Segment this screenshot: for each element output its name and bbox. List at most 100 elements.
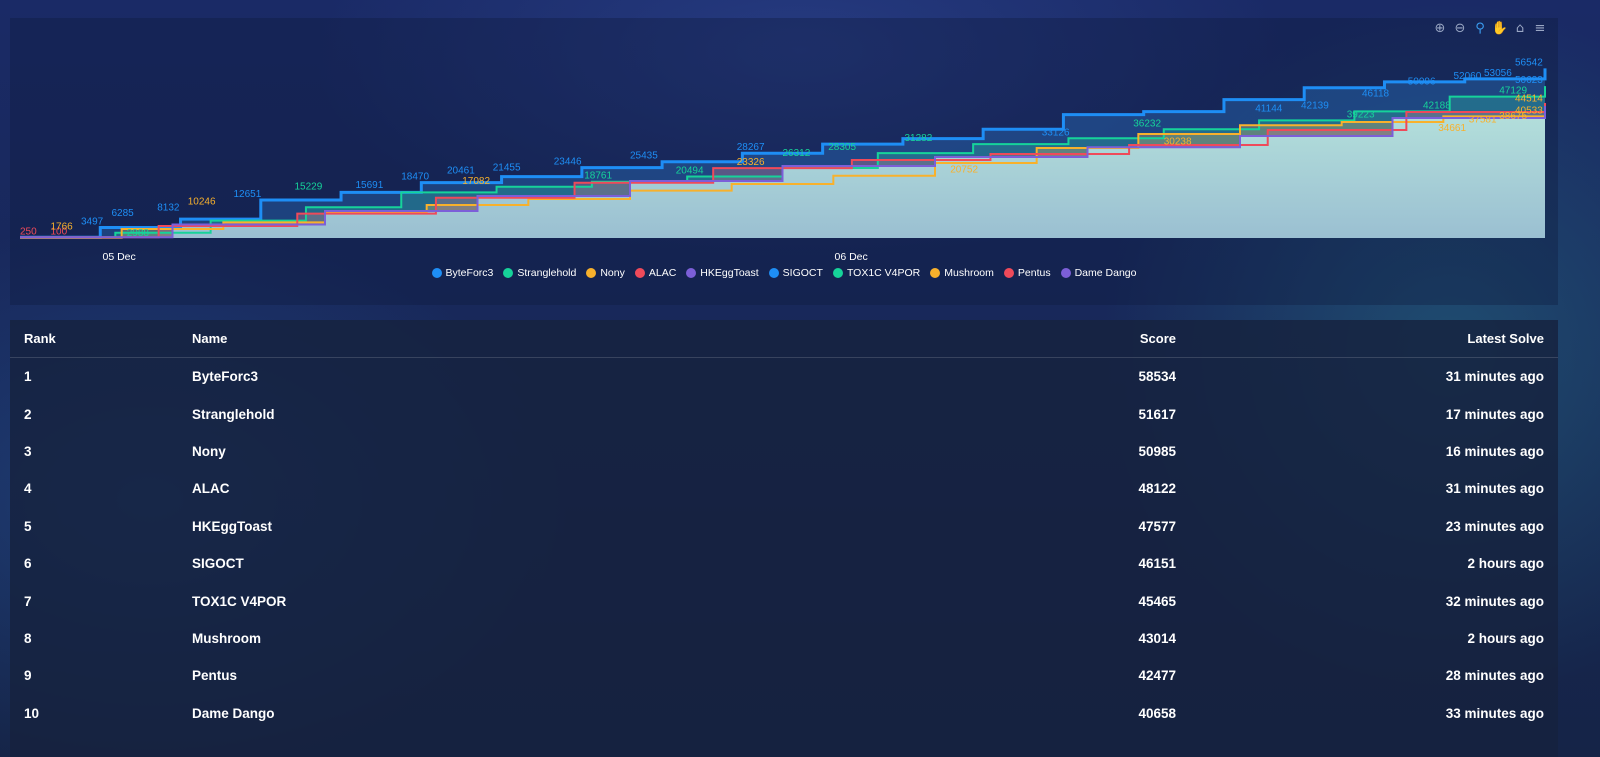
table-row[interactable]: 6 SIGOCT 46151 2 hours ago <box>10 545 1558 582</box>
legend-item[interactable]: SIGOCT <box>768 267 823 279</box>
series-line[interactable] <box>20 103 1546 239</box>
score-cell: 48122 <box>1138 481 1176 497</box>
legend-item[interactable]: Nony <box>586 267 625 279</box>
data-label: 38675 <box>1499 111 1527 122</box>
team-name-cell[interactable]: ALAC <box>192 481 230 497</box>
legend-label: HKEggToast <box>700 267 759 279</box>
rank-cell: 6 <box>24 556 32 572</box>
data-label: 10246 <box>188 196 216 207</box>
chart-legend: ByteForc3 Stranglehold Nony ALAC HKEggToast S… <box>10 267 1558 279</box>
table-row[interactable]: 4 ALAC 48122 31 minutes ago <box>10 470 1558 507</box>
team-name-cell[interactable]: HKEggToast <box>192 518 272 534</box>
data-label: 15691 <box>356 180 384 191</box>
data-label: 1766 <box>51 222 74 233</box>
team-name-cell[interactable]: SIGOCT <box>192 556 244 572</box>
table-row[interactable]: 9 Pentus 42477 28 minutes ago <box>10 657 1558 694</box>
zoom-in-icon[interactable]: ⊕ <box>1434 20 1446 36</box>
data-label: 41144 <box>1255 104 1283 115</box>
legend-marker-icon <box>1060 268 1071 278</box>
legend-label: Pentus <box>1017 267 1051 279</box>
data-label: 39223 <box>1347 109 1375 120</box>
legend-label: ByteForc3 <box>445 267 494 279</box>
table-row[interactable]: 1 ByteForc3 58534 31 minutes ago <box>10 358 1558 396</box>
pan-icon[interactable]: ✋ <box>1491 20 1509 36</box>
team-name-cell[interactable]: ByteForc3 <box>192 369 259 385</box>
data-label: 52060 <box>1454 71 1482 82</box>
legend-item[interactable]: ByteForc3 <box>431 267 494 279</box>
table-row[interactable]: 7 TOX1C V4POR 45465 32 minutes ago <box>10 582 1558 619</box>
data-label: 50623 <box>1515 75 1543 86</box>
legend-label: Nony <box>600 267 625 279</box>
score-cell: 45465 <box>1138 593 1176 609</box>
table-row[interactable]: 2 Stranglehold 51617 17 minutes ago <box>10 395 1558 432</box>
legend-label: ALAC <box>648 267 677 279</box>
latest-solve-cell: 32 minutes ago <box>1445 593 1544 609</box>
table-row[interactable]: 10 Dame Dango 40658 33 minutes ago <box>10 695 1558 732</box>
team-name-cell[interactable]: Dame Dango <box>192 705 275 721</box>
score-cell: 42477 <box>1138 668 1176 684</box>
data-label: 3497 <box>81 217 104 228</box>
team-name-cell[interactable]: Pentus <box>192 668 238 684</box>
data-label: 37581 <box>1469 114 1497 125</box>
rank-cell: 5 <box>24 518 32 534</box>
team-name-cell[interactable]: TOX1C V4POR <box>192 593 287 609</box>
data-label: 15229 <box>295 181 323 192</box>
legend-marker-icon <box>1003 268 1014 278</box>
table-header-row: Rank Name Score Latest Solve <box>10 320 1558 358</box>
data-label: 6285 <box>112 208 135 219</box>
score-cell: 40658 <box>1138 705 1176 721</box>
data-label: 34661 <box>1438 123 1466 134</box>
rank-header[interactable]: Rank <box>10 320 178 358</box>
legend-label: Mushroom <box>944 267 994 279</box>
rank-cell: 9 <box>24 668 32 684</box>
latest-solve-cell: 16 minutes ago <box>1445 443 1544 459</box>
legend-item[interactable]: Dame Dango <box>1060 267 1136 279</box>
data-label: 12651 <box>234 189 262 200</box>
legend-item[interactable]: TOX1C V4POR <box>832 267 920 279</box>
team-name-cell[interactable]: Mushroom <box>192 630 261 646</box>
table-row[interactable]: 3 Nony 50985 16 minutes ago <box>10 433 1558 470</box>
legend-item[interactable]: Mushroom <box>930 267 994 279</box>
legend-marker-icon <box>768 268 779 278</box>
menu-icon[interactable]: ≡ <box>1534 20 1546 36</box>
legend-item[interactable]: ALAC <box>634 267 677 279</box>
table-row[interactable]: 5 HKEggToast 47577 23 minutes ago <box>10 508 1558 545</box>
legend-marker-icon <box>503 268 514 278</box>
scoreboard-table: Rank Name Score Latest Solve 1 ByteForc3 5… <box>10 320 1558 732</box>
series-line[interactable] <box>20 68 1547 239</box>
data-label: 18470 <box>401 172 429 183</box>
legend-marker-icon <box>634 268 645 278</box>
latest-solve-cell: 28 minutes ago <box>1445 668 1544 684</box>
data-label: 20752 <box>950 165 978 176</box>
team-name-cell[interactable]: Stranglehold <box>192 406 275 422</box>
score-header[interactable]: Score <box>1002 320 1190 358</box>
data-label: 53056 <box>1484 68 1512 79</box>
legend-label: Stranglehold <box>517 267 577 279</box>
data-label: 28305 <box>828 142 856 153</box>
series-line[interactable] <box>20 106 1546 239</box>
latest-solve-cell: 31 minutes ago <box>1445 481 1544 497</box>
legend-item[interactable]: Stranglehold <box>503 267 576 279</box>
latest-solve-cell: 2 hours ago <box>1467 556 1544 572</box>
data-label: 20461 <box>447 166 475 177</box>
data-label: 18761 <box>584 171 612 182</box>
selection-zoom-icon[interactable]: ⚲ <box>1475 20 1485 36</box>
reset-home-icon[interactable]: ⌂ <box>1515 20 1525 36</box>
data-label: 17082 <box>462 176 490 187</box>
legend-item[interactable]: HKEggToast <box>686 267 759 279</box>
team-name-cell[interactable]: Nony <box>192 443 226 459</box>
score-cell: 43014 <box>1138 630 1176 646</box>
name-header[interactable]: Name <box>178 320 1002 358</box>
legend-label: SIGOCT <box>782 267 823 279</box>
legend-item[interactable]: Pentus <box>1003 267 1051 279</box>
score-cell: 47577 <box>1138 518 1176 534</box>
table-row[interactable]: 8 Mushroom 43014 2 hours ago <box>10 620 1558 657</box>
latest-solve-header[interactable]: Latest Solve <box>1190 320 1558 358</box>
zoom-out-icon[interactable]: ⊖ <box>1454 20 1466 36</box>
data-label: 42188 <box>1423 100 1451 111</box>
data-label: 44514 <box>1515 93 1543 104</box>
rank-cell: 2 <box>24 406 32 422</box>
score-cell: 50985 <box>1138 443 1176 459</box>
rank-cell: 7 <box>24 593 32 609</box>
